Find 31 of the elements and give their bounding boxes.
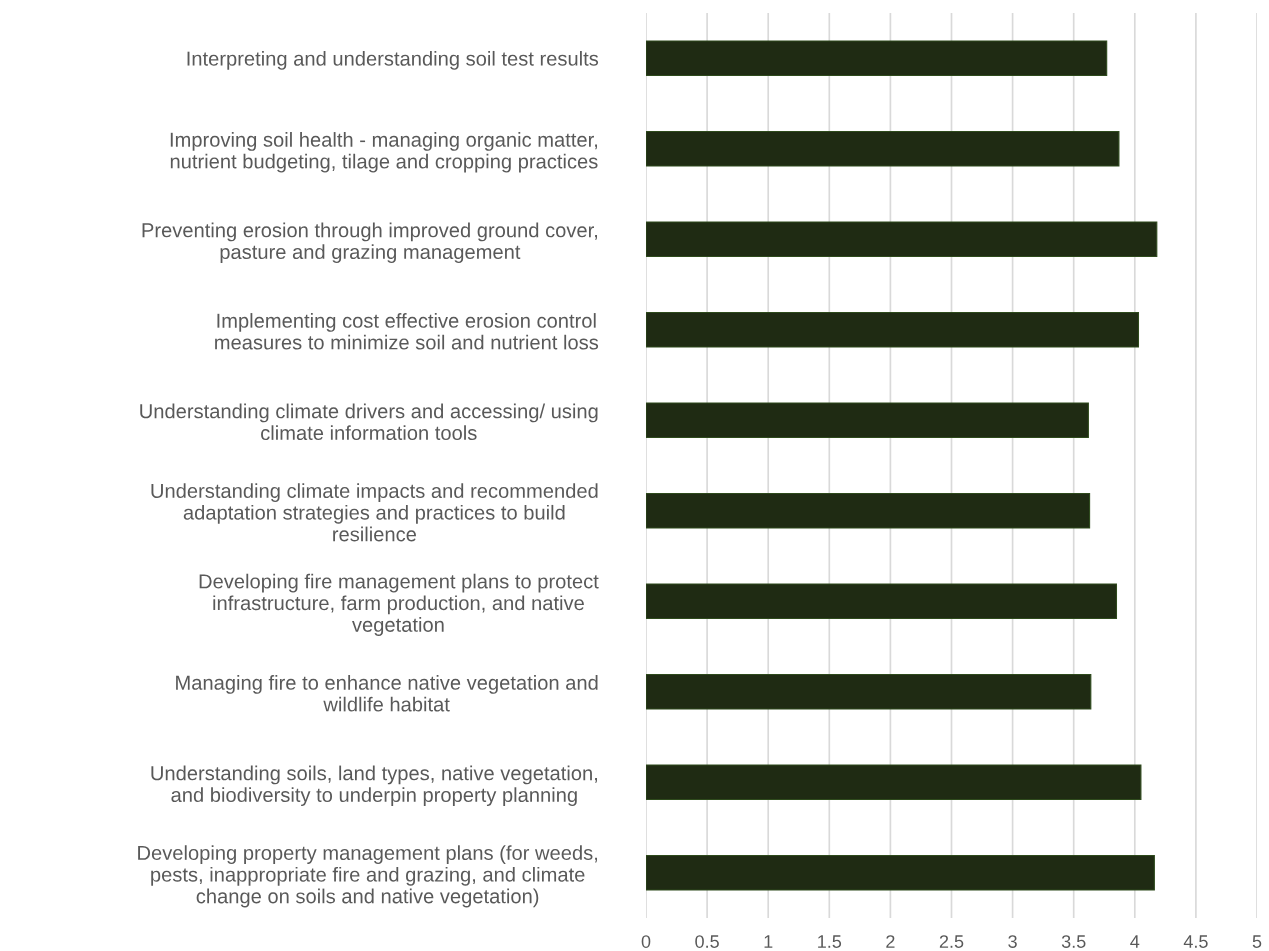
x-tick-label: 1.5: [818, 935, 842, 948]
y-tick-label: Preventing erosion through improved ground cover, pasture and grazing management: [142, 222, 597, 264]
x-tick-label: 3.5: [1061, 935, 1086, 948]
y-tick-label: Interpreting and understanding soil test results: [187, 50, 599, 70]
bar: [646, 583, 1118, 620]
x-tick-label: 1: [764, 935, 773, 948]
y-tick-label: Developing fire management plans to protect infrastructure, farm production, and native vegetation: [199, 573, 599, 636]
bar: [646, 764, 1142, 801]
x-tick-label: 4: [1130, 935, 1140, 948]
bar: [646, 40, 1108, 77]
x-tick-label: 0.5: [695, 935, 719, 948]
y-tick-label: Managing fire to enhance native vegetation and wildlife habitat: [176, 675, 598, 712]
bar: [646, 131, 1120, 167]
bar: [646, 312, 1140, 348]
bar: [646, 402, 1089, 439]
x-tick-label: 2.5: [939, 935, 964, 948]
bar: [646, 493, 1091, 529]
y-tick-label: Improving soil health - managing organic matter, nutrient budgeting, tilage and cropping practices: [170, 132, 598, 173]
x-tick-label: 2: [886, 935, 895, 948]
bar: [646, 855, 1155, 891]
bar: [646, 674, 1092, 710]
y-tick-label: Understanding climate drivers and accessing/ using climate information tools: [140, 403, 598, 441]
y-tick-label: Understanding soils, land types, native vegetation, and biodiversity to underpin property planning: [151, 765, 597, 807]
y-tick-label: Implementing cost effective erosion control measures to minimize soil and nutrient loss: [215, 313, 599, 350]
x-tick-label: 3: [1008, 935, 1017, 948]
x-tick-label: 4.5: [1183, 935, 1208, 948]
x-tick-label: 0: [641, 935, 651, 948]
x-tick-label: 5: [1252, 935, 1262, 948]
y-tick-label: Understanding climate impacts and recommended adaptation strategies and practices to build resilience: [151, 483, 598, 542]
bar: [646, 221, 1158, 258]
y-tick-label: Developing property management plans (for weeds, pests, inappropriate fire and grazing, and climate change on soils and native vegetation): [138, 845, 597, 908]
